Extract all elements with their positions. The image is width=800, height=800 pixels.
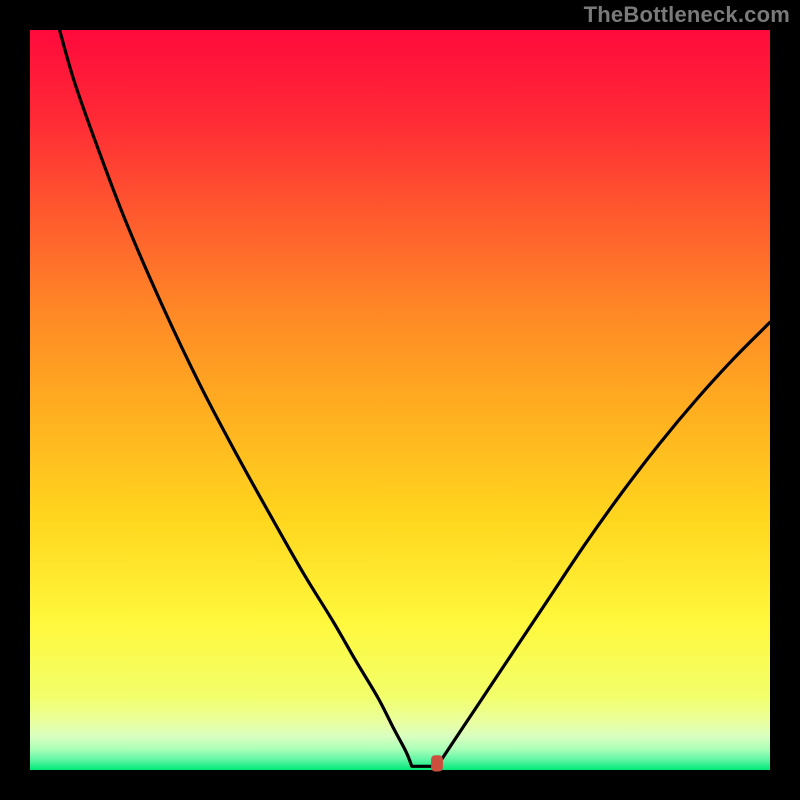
- bottleneck-chart: TheBottleneck.com: [0, 0, 800, 800]
- watermark-text: TheBottleneck.com: [584, 2, 790, 28]
- chart-plot-area: [0, 0, 800, 800]
- plot-background: [30, 30, 770, 770]
- optimum-marker: [431, 755, 443, 771]
